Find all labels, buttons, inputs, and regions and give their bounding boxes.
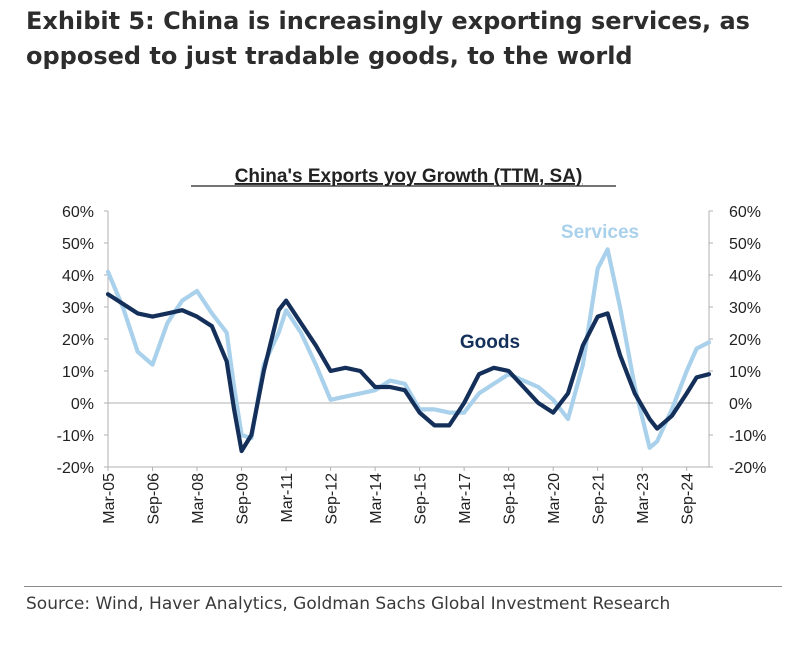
services-series-line (105, 247, 712, 450)
exhibit-title-line-2: opposed to just tradable goods, to the w… (26, 42, 633, 70)
x-tick-label: Mar-08 (190, 473, 207, 524)
x-tick-label: Sep-12 (324, 473, 341, 525)
y-tick-label-left: 30% (62, 300, 94, 317)
x-tick-label: Mar-20 (546, 473, 563, 524)
y-tick-label-left: 10% (62, 364, 94, 381)
x-tick-label: Mar-17 (457, 473, 474, 524)
x-tick-label: Sep-18 (502, 473, 519, 525)
x-tick-label: Mar-11 (279, 473, 296, 523)
y-tick-label-right: 0% (729, 396, 752, 413)
y-tick-label-right: 40% (729, 268, 761, 285)
goods-series-line (105, 292, 712, 454)
x-tick-label: Mar-14 (368, 473, 385, 524)
y-tick-label-right: -10% (729, 428, 766, 445)
source-divider (24, 586, 782, 587)
x-tick-label: Sep-21 (591, 473, 608, 525)
y-tick-label-left: 40% (62, 268, 94, 285)
x-tick-label: Mar-05 (101, 473, 118, 524)
y-tick-label-right: 30% (729, 300, 761, 317)
y-tick-label-right: 50% (729, 236, 761, 253)
x-tick-label: Sep-15 (413, 473, 430, 525)
y-tick-label-left: 0% (71, 396, 94, 413)
x-tick-label: Sep-06 (146, 473, 163, 525)
chart-title: China's Exports yoy Growth (TTM, SA) (235, 166, 583, 187)
services-series-label: Services (561, 222, 639, 243)
y-tick-label-left: 20% (62, 332, 94, 349)
y-tick-label-right: 20% (729, 332, 761, 349)
goods-series-label: Goods (460, 332, 520, 353)
x-tick-label: Sep-09 (235, 473, 252, 525)
exports-growth-chart: China's Exports yoy Growth (TTM, SA) 60% 6… (57, 166, 767, 525)
y-tick-label-left: 60% (62, 204, 94, 221)
y-tick-label-left: -10% (57, 428, 94, 445)
y-tick-label-right: 60% (729, 204, 761, 221)
exhibit-title: Exhibit 5: China is increasingly exporti… (26, 4, 786, 74)
y-tick-label-right: 10% (729, 364, 761, 381)
x-tick-label: Mar-23 (635, 473, 652, 524)
y-tick-label-left: 50% (62, 236, 94, 253)
x-tick-label: Sep-24 (680, 473, 697, 525)
y-tick-label-right: -20% (729, 460, 766, 477)
exhibit-title-line-1: Exhibit 5: China is increasingly exporti… (26, 7, 750, 35)
source-note: Source: Wind, Haver Analytics, Goldman S… (26, 594, 671, 614)
y-tick-label-left: -20% (57, 460, 94, 477)
